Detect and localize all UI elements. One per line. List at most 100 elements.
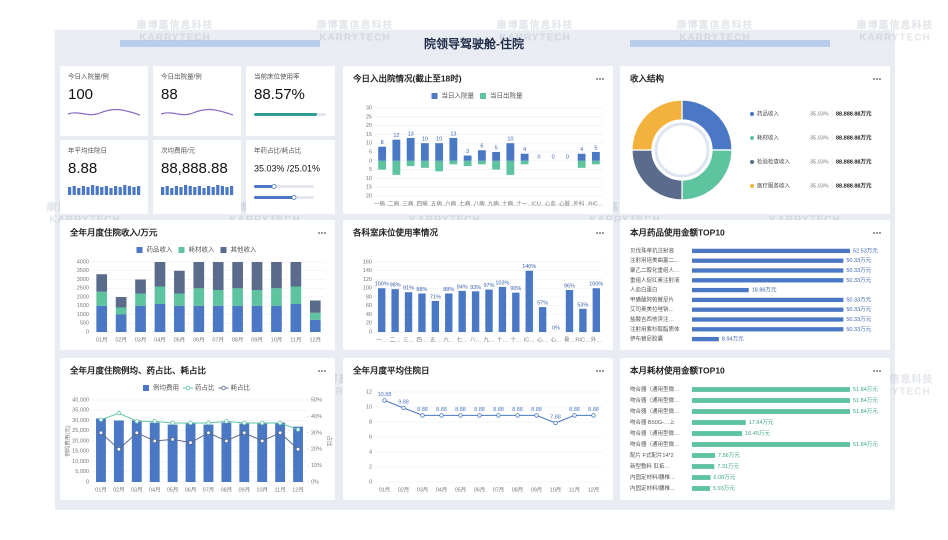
y-tick-label: 120 bbox=[363, 277, 372, 283]
panel-menu-dot bbox=[879, 232, 881, 234]
kpi-progress-fill bbox=[254, 196, 294, 199]
y-tick-label: 10 bbox=[366, 176, 372, 182]
data-label: 50.33万元 bbox=[846, 267, 871, 274]
y-tick-label: 0 bbox=[86, 479, 89, 485]
x-tick-label: 12月 bbox=[309, 336, 321, 343]
x-tick-label: 外科… bbox=[573, 199, 590, 207]
panel-menu-dot bbox=[879, 370, 881, 372]
kpi-mini-bar bbox=[165, 186, 169, 195]
x-tick-label: 03月 bbox=[135, 336, 147, 343]
y-tick-label: 20 bbox=[366, 193, 372, 199]
x-tick-label: 五… bbox=[430, 336, 441, 343]
y2-tick-label: 10% bbox=[311, 463, 322, 469]
kpi-mini-bar bbox=[137, 186, 141, 195]
x-tick-label: 九… bbox=[483, 335, 494, 343]
bar bbox=[257, 423, 268, 482]
y-tick-label: 30,000 bbox=[72, 418, 89, 424]
watermark-brand: KARRYTECH bbox=[499, 33, 570, 44]
bar bbox=[463, 155, 472, 161]
kpi-mini-bar bbox=[95, 186, 99, 195]
category-label: 人血白蛋白 bbox=[630, 286, 658, 294]
kpi-value: 35.03% /25.01% bbox=[254, 163, 320, 173]
data-label: 51.84万元 bbox=[853, 397, 878, 404]
y-tick-label: 1000 bbox=[77, 312, 89, 318]
data-label: 8.88 bbox=[512, 407, 523, 413]
bar bbox=[232, 305, 243, 332]
bar bbox=[418, 293, 426, 332]
bar bbox=[492, 152, 501, 161]
bar bbox=[392, 139, 401, 161]
line-point bbox=[572, 413, 577, 418]
bar bbox=[498, 286, 507, 332]
bar bbox=[692, 297, 844, 303]
kpi-mini-bar bbox=[100, 187, 104, 195]
x-tick-label: 08月 bbox=[232, 336, 244, 343]
y-tick-label: 15 bbox=[366, 185, 372, 191]
x-tick-label: 八… bbox=[470, 337, 481, 343]
percent-label: 35.03% bbox=[810, 135, 829, 141]
x-tick-label: 骨… bbox=[564, 336, 575, 343]
kpi-mini-bar bbox=[184, 185, 188, 195]
bar bbox=[477, 160, 486, 165]
kpi-mini-bar bbox=[193, 187, 197, 195]
legend-swatch bbox=[178, 247, 185, 253]
data-label: 12 bbox=[393, 133, 399, 139]
bar bbox=[378, 160, 387, 170]
data-label: 18.86万元 bbox=[752, 287, 777, 294]
data-label: 8.88 bbox=[569, 407, 580, 413]
legend-label: 耗材收入 bbox=[757, 133, 780, 141]
watermark-brand: KARRYTECH bbox=[319, 33, 390, 44]
x-tick-label: 10月 bbox=[550, 486, 562, 493]
x-tick-label: 11月 bbox=[275, 486, 286, 493]
bar bbox=[692, 442, 850, 447]
bar bbox=[435, 160, 444, 172]
x-tick-label: IC… bbox=[524, 337, 535, 343]
data-label: 97% bbox=[483, 283, 494, 289]
line-point bbox=[152, 438, 157, 444]
x-tick-label: 07月 bbox=[203, 486, 215, 493]
bar bbox=[293, 426, 303, 482]
data-label: 88% bbox=[443, 287, 454, 293]
line-point bbox=[206, 430, 211, 435]
line-point bbox=[188, 420, 193, 426]
y-tick-label: 0 bbox=[369, 158, 372, 164]
bar bbox=[275, 422, 286, 482]
panel-title: 收入结构 bbox=[630, 73, 665, 83]
x-tick-label: 九病… bbox=[488, 199, 505, 207]
legend-swatch bbox=[480, 93, 486, 99]
y-tick-label: 100 bbox=[363, 286, 372, 292]
bar bbox=[692, 486, 711, 491]
bar bbox=[592, 288, 600, 332]
data-label: 5 bbox=[495, 145, 498, 151]
kpi-progress-knob bbox=[271, 184, 277, 189]
line-point bbox=[382, 398, 387, 403]
data-label: 0 bbox=[537, 154, 540, 160]
amount-label: 88,888.88万元 bbox=[836, 110, 872, 117]
panel-menu-dot bbox=[596, 78, 598, 80]
bar bbox=[154, 304, 166, 332]
line-point bbox=[98, 430, 104, 435]
bar bbox=[378, 146, 387, 161]
kpi-card bbox=[60, 140, 148, 214]
kpi-mini-bar bbox=[91, 185, 95, 195]
kpi-mini-bar bbox=[202, 188, 206, 195]
data-label: 10.88 bbox=[378, 392, 392, 398]
data-label: 7.56万元 bbox=[718, 452, 740, 459]
bar bbox=[404, 292, 413, 332]
x-tick-label: 08月 bbox=[512, 486, 524, 493]
bar bbox=[193, 262, 205, 289]
bar bbox=[309, 300, 321, 313]
y-tick-label: 5 bbox=[369, 167, 372, 173]
line-point bbox=[277, 420, 283, 426]
kpi-mini-bar bbox=[216, 185, 220, 195]
bar bbox=[309, 319, 321, 332]
x-tick-label: 外… bbox=[591, 335, 602, 343]
kpi-value: 88,888.88 bbox=[161, 160, 228, 177]
kpi-mini-bar bbox=[86, 187, 90, 195]
legend-swatch bbox=[220, 247, 227, 253]
panel-menu-dot bbox=[318, 232, 320, 234]
bar bbox=[512, 292, 520, 332]
x-tick-label: 03月 bbox=[131, 486, 143, 493]
kpi-card bbox=[60, 66, 148, 136]
